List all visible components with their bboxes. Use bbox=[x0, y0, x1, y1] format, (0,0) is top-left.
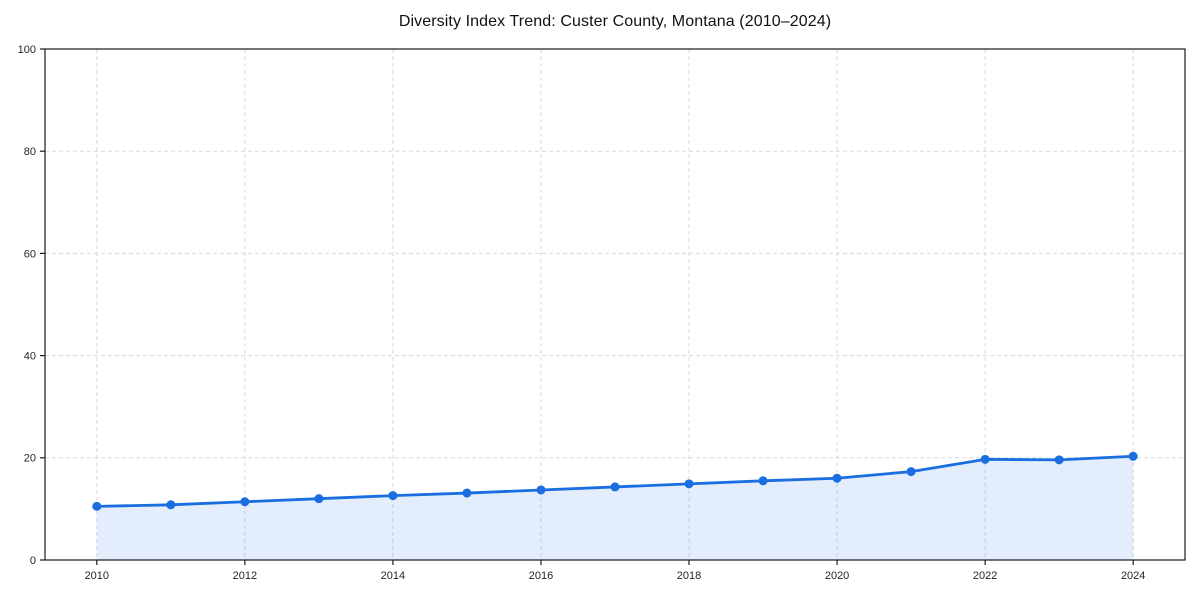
data-point bbox=[1128, 451, 1138, 461]
y-tick-label: 0 bbox=[30, 555, 36, 567]
data-point bbox=[980, 454, 990, 464]
x-tick-label: 2016 bbox=[529, 570, 553, 582]
data-point bbox=[684, 479, 694, 489]
x-tick-label: 2014 bbox=[381, 570, 405, 582]
y-tick-label: 40 bbox=[24, 350, 36, 362]
data-point bbox=[832, 473, 842, 483]
data-point bbox=[906, 467, 916, 477]
y-tick-label: 80 bbox=[24, 146, 36, 158]
data-point bbox=[388, 491, 398, 501]
y-tick-label: 60 bbox=[24, 248, 36, 260]
x-tick-label: 2022 bbox=[973, 570, 997, 582]
data-point bbox=[92, 501, 102, 511]
data-point bbox=[610, 482, 620, 492]
data-point bbox=[758, 476, 768, 486]
data-point bbox=[314, 494, 324, 504]
x-tick-label: 2020 bbox=[825, 570, 849, 582]
y-tick-label: 20 bbox=[24, 453, 36, 465]
x-tick-label: 2018 bbox=[677, 570, 701, 582]
data-point bbox=[536, 485, 546, 495]
data-point bbox=[462, 488, 472, 498]
chart-title: Diversity Index Trend: Custer County, Mo… bbox=[398, 13, 832, 30]
y-tick-label: 100 bbox=[18, 44, 36, 56]
x-tick-label: 2024 bbox=[1121, 570, 1145, 582]
data-point bbox=[166, 500, 176, 510]
area-fill bbox=[96, 456, 1134, 560]
x-tick-label: 2012 bbox=[233, 570, 257, 582]
data-point bbox=[240, 497, 250, 507]
x-tick-label: 2010 bbox=[85, 570, 109, 582]
plot-border bbox=[44, 48, 1186, 561]
data-point bbox=[1054, 455, 1064, 465]
